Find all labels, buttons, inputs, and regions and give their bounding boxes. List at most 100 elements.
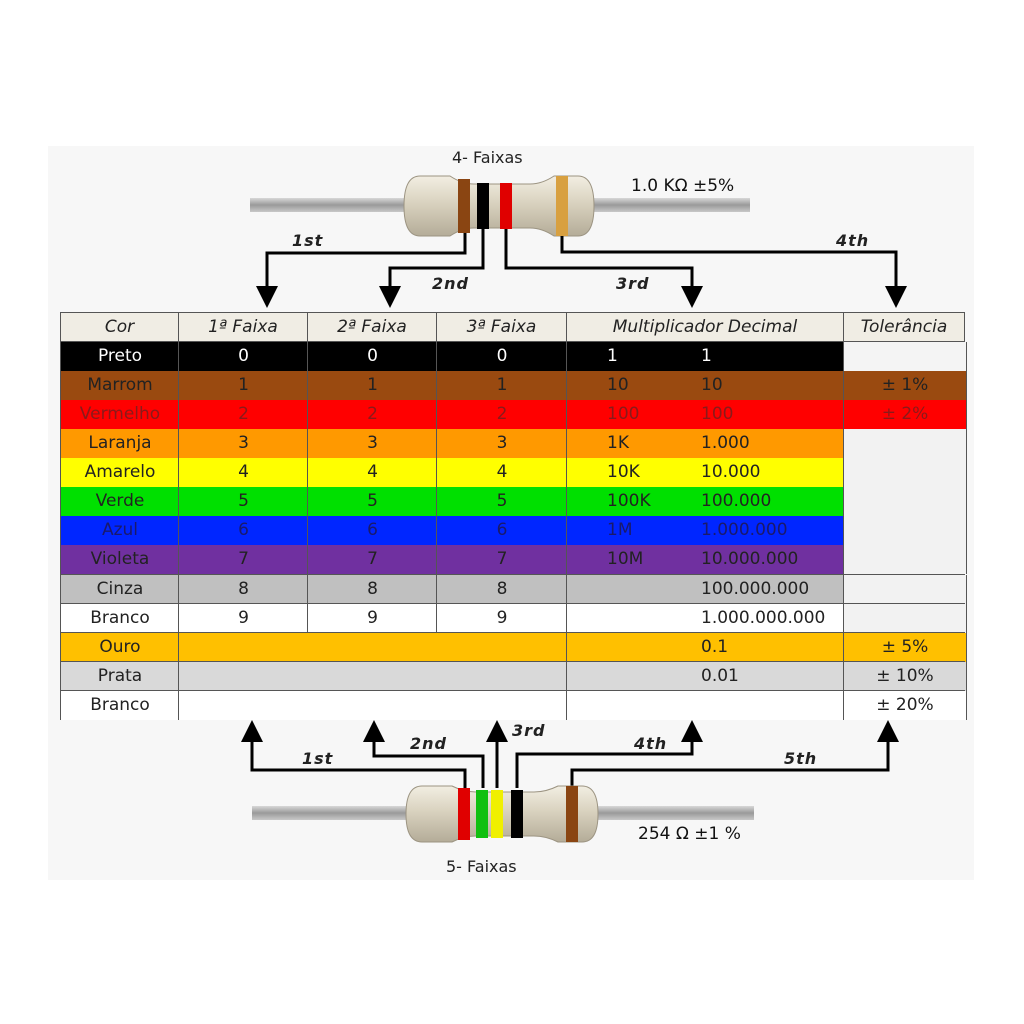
- cell-faixa-3: 6: [436, 516, 567, 545]
- top-arrowheads: [256, 286, 907, 308]
- top-arrowhead-3rd: [681, 286, 703, 308]
- table-row: Laranja 3 3 3 1K 1.000: [60, 429, 967, 458]
- bottom-label-3rd: 3rd: [512, 721, 546, 740]
- top-band-2-black: [477, 183, 489, 229]
- top-label-2nd: 2nd: [432, 274, 469, 293]
- cell-faixa-3: 2: [436, 400, 567, 429]
- table-row: Azul 6 6 6 1M 1.000.000: [60, 516, 967, 545]
- cell-faixa-2: 1: [307, 371, 437, 400]
- cell-faixa-1: 5: [178, 487, 308, 516]
- cell-faixa-2: 5: [307, 487, 437, 516]
- top-connectors: [265, 229, 898, 288]
- table-row: Marrom 1 1 1 10 10 ± 1%: [60, 371, 967, 400]
- cell-color-name: Amarelo: [60, 458, 179, 487]
- top-band-3-red: [500, 183, 512, 229]
- cell-faixa-3: 9: [436, 604, 567, 633]
- multiplier-short: 100: [607, 404, 640, 424]
- cell-faixa-1: 3: [178, 429, 308, 458]
- top-resistor-value: 1.0 KΩ ±5%: [631, 176, 735, 196]
- cell-faixa-3: 1: [436, 371, 567, 400]
- top-band-4-gold: [556, 176, 568, 236]
- cell-faixas-empty: [178, 662, 567, 691]
- bottom-connector-4th: [515, 740, 694, 788]
- bottom-connector-1st: [250, 740, 467, 792]
- top-arrowhead-2nd: [379, 286, 401, 308]
- table-row: Violeta 7 7 7 10M 10.000.000: [60, 545, 967, 574]
- cell-multiplicador: 10K 10.000: [566, 458, 845, 487]
- bottom-resistor-title: 5- Faixas: [446, 857, 517, 876]
- bottom-label-5th: 5th: [784, 749, 818, 768]
- bottom-label-4th: 4th: [634, 734, 668, 753]
- header-faixa-3: 3ª Faixa: [436, 312, 567, 342]
- color-code-table: Cor 1ª Faixa 2ª Faixa 3ª Faixa Multiplic…: [60, 312, 967, 720]
- cell-multiplicador: 10M 10.000.000: [566, 545, 845, 574]
- multiplier-decimal: 10.000: [701, 462, 761, 482]
- cell-color-name: Preto: [60, 342, 179, 371]
- table-row: Amarelo 4 4 4 10K 10.000: [60, 458, 967, 487]
- cell-multiplicador: 1K 1.000: [566, 429, 845, 458]
- table-row: Ouro 0.1 ± 5%: [60, 632, 967, 662]
- bottom-arrowhead-4th: [681, 720, 703, 742]
- table-row: Prata 0.01 ± 10%: [60, 661, 967, 691]
- cell-faixa-3: 3: [436, 429, 567, 458]
- top-connector-4th: [560, 236, 898, 288]
- bottom-connectors: [250, 740, 890, 792]
- cell-faixa-1: 7: [178, 545, 308, 574]
- cell-faixa-2: 9: [307, 604, 437, 633]
- top-resistor-title: 4- Faixas: [452, 148, 523, 167]
- table-row: Vermelho 2 2 2 100 100 ± 2%: [60, 400, 967, 429]
- header-faixa-2: 2ª Faixa: [307, 312, 437, 342]
- top-band-1-brown: [458, 179, 470, 233]
- cell-color-name: Violeta: [60, 545, 179, 574]
- top-arrowhead-4th: [885, 286, 907, 308]
- table-row: Branco 9 9 9 1.000.000.000: [60, 603, 967, 633]
- cell-color-name: Cinza: [60, 575, 179, 604]
- cell-multiplicador: 100 100: [566, 400, 845, 429]
- cell-faixas-empty: [178, 691, 567, 720]
- cell-faixa-1: 8: [178, 575, 308, 604]
- cell-multiplicador: 0.01: [566, 662, 845, 691]
- cell-faixa-2: 0: [307, 342, 437, 371]
- bottom-label-1st: 1st: [302, 749, 334, 768]
- multiplier-decimal: 100.000: [701, 491, 772, 511]
- header-multiplicador: Multiplicador Decimal: [566, 312, 844, 342]
- header-tolerancia: Tolerância: [843, 312, 965, 342]
- cell-faixa-2: 6: [307, 516, 437, 545]
- table-row: Preto 0 0 0 1 1: [60, 342, 967, 371]
- multiplier-short: 1M: [607, 520, 633, 540]
- cell-color-name: Verde: [60, 487, 179, 516]
- cell-tolerancia: [843, 458, 967, 487]
- bottom-arrowheads: [241, 720, 899, 742]
- cell-faixa-1: 2: [178, 400, 308, 429]
- cell-tolerancia: [843, 604, 967, 633]
- bottom-arrowhead-3rd: [486, 720, 508, 742]
- cell-faixa-3: 5: [436, 487, 567, 516]
- table-row: Branco ± 20%: [60, 690, 967, 720]
- top-connector-1st: [265, 233, 467, 288]
- cell-color-name: Laranja: [60, 429, 179, 458]
- multiplier-decimal: 10.000.000: [701, 549, 799, 569]
- bottom-band-1-red: [458, 788, 470, 840]
- cell-faixa-3: 7: [436, 545, 567, 574]
- cell-tolerancia: ± 2%: [843, 400, 967, 429]
- multiplier-decimal: 10: [701, 375, 723, 395]
- cell-faixa-2: 7: [307, 545, 437, 574]
- multiplier-short: 10M: [607, 549, 644, 569]
- bottom-connector-2nd: [372, 740, 485, 788]
- cell-color-name: Vermelho: [60, 400, 179, 429]
- cell-tolerancia: [843, 429, 967, 458]
- table-header: Cor 1ª Faixa 2ª Faixa 3ª Faixa Multiplic…: [60, 312, 965, 342]
- cell-tolerancia: [843, 487, 967, 516]
- multiplier-decimal: 100.000.000: [701, 579, 810, 599]
- cell-multiplicador: 1M 1.000.000: [566, 516, 845, 545]
- bottom-connector-5th: [570, 740, 890, 788]
- top-connector-3rd: [504, 229, 694, 288]
- cell-multiplicador: 10 10: [566, 371, 845, 400]
- multiplier-decimal: 0.1: [701, 637, 729, 657]
- cell-tolerancia: [843, 516, 967, 545]
- multiplier-decimal: 100: [701, 404, 734, 424]
- multiplier-short: 1K: [607, 433, 629, 453]
- top-label-4th: 4th: [836, 231, 870, 250]
- bottom-arrowhead-5th: [877, 720, 899, 742]
